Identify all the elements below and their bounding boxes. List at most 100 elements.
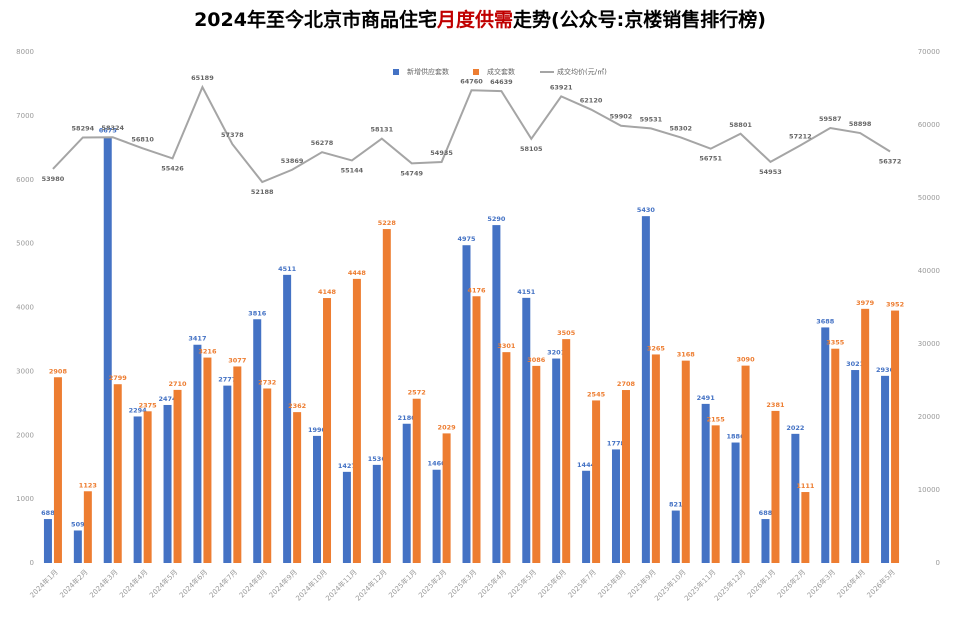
y-tick-label: 4000	[16, 304, 34, 312]
value-label: 1460	[428, 460, 447, 468]
bar	[352, 278, 361, 563]
value-label: 3168	[677, 351, 696, 359]
value-label: 59587	[819, 115, 842, 123]
bar	[442, 433, 451, 563]
bar	[163, 404, 172, 563]
value-label: 3952	[886, 301, 904, 309]
value-label: 58898	[849, 120, 872, 128]
bar	[73, 530, 82, 563]
value-label: 2799	[109, 374, 128, 382]
value-label: 2777	[218, 376, 236, 384]
value-label: 2930	[876, 366, 895, 374]
bar	[113, 384, 122, 563]
value-label: 2908	[49, 367, 68, 375]
legend-swatch	[473, 69, 479, 75]
y2-tick-label: 30000	[918, 340, 940, 348]
value-label: 2362	[288, 402, 306, 410]
bar	[891, 310, 900, 563]
bar	[233, 366, 242, 563]
value-label: 58302	[669, 124, 692, 132]
bar	[681, 360, 690, 563]
value-label: 509	[71, 520, 85, 528]
value-label: 56372	[879, 157, 902, 165]
bar	[532, 365, 541, 563]
value-label: 3979	[856, 299, 875, 307]
x-tick-label: 2024年7月	[207, 567, 239, 599]
bar	[342, 471, 351, 563]
y-tick-label: 6000	[16, 176, 34, 184]
value-label: 3417	[188, 335, 206, 343]
y2-tick-label: 60000	[918, 121, 940, 129]
value-label: 4151	[517, 288, 536, 296]
bar	[522, 297, 531, 563]
x-tick-label: 2024年6月	[177, 567, 209, 599]
bar	[621, 390, 630, 563]
value-label: 5290	[487, 215, 506, 223]
value-label: 2375	[139, 401, 158, 409]
bar	[223, 385, 232, 563]
x-tick-label: 2024年8月	[237, 567, 269, 599]
value-label: 4176	[467, 286, 486, 294]
value-label: 64639	[490, 78, 513, 86]
bar	[53, 377, 62, 563]
value-label: 59902	[610, 113, 633, 121]
value-label: 57378	[221, 131, 244, 139]
y-tick-label: 5000	[16, 240, 34, 248]
x-tick-label: 2026年4月	[835, 567, 867, 599]
bar	[502, 352, 511, 563]
x-tick-label: 2024年2月	[58, 567, 90, 599]
value-label: 58324	[101, 124, 124, 132]
value-label: 65189	[191, 74, 214, 82]
y2-tick-label: 20000	[918, 413, 940, 421]
x-tick-label: 2025年8月	[596, 567, 628, 599]
x-tick-label: 2024年4月	[117, 567, 149, 599]
value-label: 3355	[826, 339, 845, 347]
value-label: 63921	[550, 83, 573, 91]
x-tick-label: 2025年4月	[476, 567, 508, 599]
bar	[611, 449, 620, 563]
bar	[492, 225, 501, 563]
value-label: 2572	[408, 389, 426, 397]
x-tick-label: 2025年3月	[446, 567, 478, 599]
bar	[83, 491, 92, 563]
value-label: 821	[669, 501, 683, 509]
chart-title: 2024年至今北京市商品住宅月度供需走势(公众号:京楼销售排行榜)	[194, 8, 766, 31]
bar	[323, 298, 332, 563]
value-label: 1778	[607, 439, 626, 447]
bar	[562, 339, 571, 563]
bar	[133, 416, 142, 563]
value-label: 2732	[258, 378, 276, 386]
bar	[711, 425, 720, 563]
value-label: 3816	[248, 309, 267, 317]
value-label: 59531	[640, 115, 663, 123]
title-highlight: 月度供需	[436, 8, 513, 31]
x-tick-label: 2025年2月	[416, 567, 448, 599]
y-tick-label: 3000	[16, 367, 34, 375]
bar	[641, 216, 650, 563]
value-label: 4511	[278, 265, 297, 273]
x-tick-label: 2024年5月	[147, 567, 179, 599]
x-tick-label: 2026年3月	[805, 567, 837, 599]
value-label: 3505	[557, 329, 576, 337]
y-tick-label: 1000	[16, 495, 34, 503]
bar	[771, 410, 780, 563]
bar	[372, 464, 381, 563]
legend-label: 成交套数	[487, 67, 515, 76]
bar	[731, 442, 740, 563]
value-label: 1886	[727, 433, 746, 441]
value-label: 2708	[617, 380, 636, 388]
bar	[143, 411, 152, 563]
value-label: 52188	[251, 188, 274, 196]
x-tick-label: 2026年2月	[775, 567, 807, 599]
value-label: 2022	[786, 424, 804, 432]
value-label: 55144	[341, 166, 364, 174]
y2-tick-label: 40000	[918, 267, 940, 275]
x-tick-label: 2025年12月	[712, 567, 747, 602]
value-label: 58105	[520, 145, 543, 153]
value-label: 688	[759, 509, 773, 517]
value-label: 3090	[737, 356, 756, 364]
value-label: 3201	[547, 349, 566, 357]
bar	[382, 229, 391, 563]
value-label: 1444	[577, 461, 596, 469]
value-label: 2180	[398, 414, 417, 422]
